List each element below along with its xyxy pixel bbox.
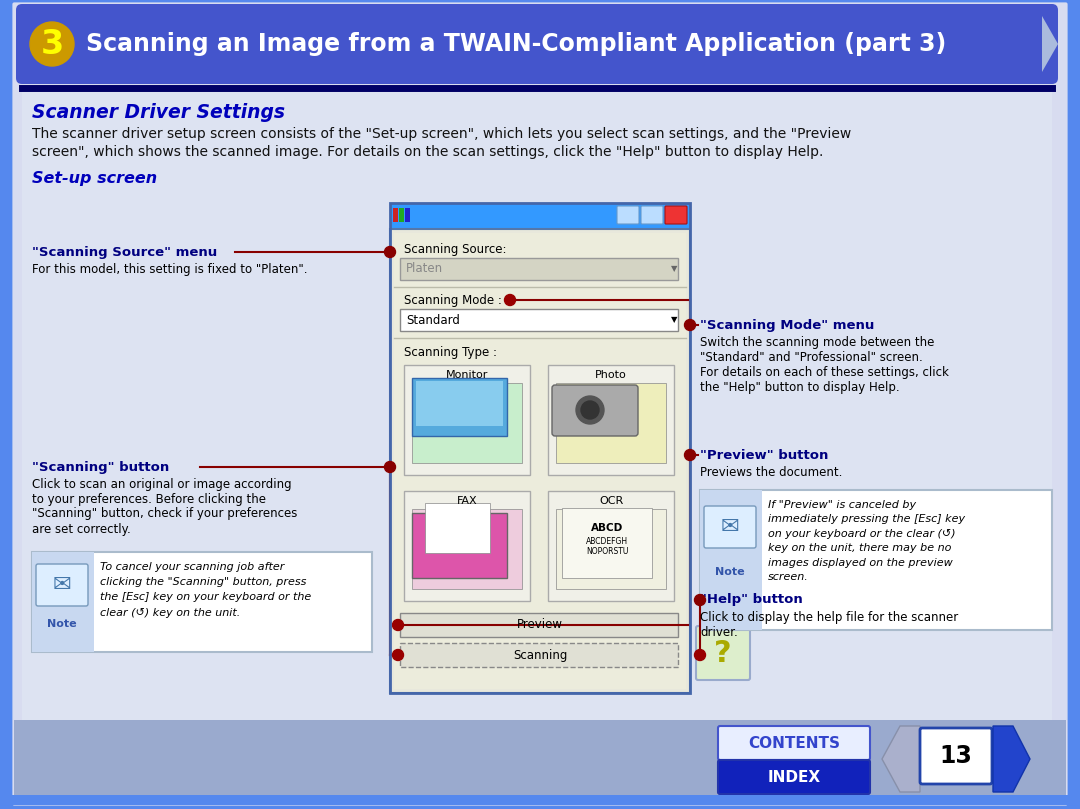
Circle shape <box>392 620 404 630</box>
Text: Note: Note <box>48 619 77 629</box>
Circle shape <box>384 461 395 472</box>
FancyBboxPatch shape <box>394 233 686 689</box>
Text: If "Preview" is canceled by
immediately pressing the [Esc] key
on your keyboard : If "Preview" is canceled by immediately … <box>768 500 966 582</box>
FancyBboxPatch shape <box>390 203 690 229</box>
Circle shape <box>694 595 705 605</box>
FancyBboxPatch shape <box>665 206 687 224</box>
Text: Note: Note <box>715 567 745 577</box>
Circle shape <box>384 247 395 257</box>
FancyBboxPatch shape <box>411 378 507 436</box>
FancyBboxPatch shape <box>548 491 674 601</box>
Text: ?: ? <box>714 638 732 667</box>
FancyBboxPatch shape <box>548 365 674 475</box>
Text: Previews the document.: Previews the document. <box>700 465 842 478</box>
Text: Scanning: Scanning <box>513 649 567 662</box>
Text: "Scanning" button: "Scanning" button <box>32 460 170 473</box>
Text: Set-up screen: Set-up screen <box>32 171 157 185</box>
Text: ✉: ✉ <box>720 517 740 537</box>
Circle shape <box>30 22 75 66</box>
Circle shape <box>392 650 404 660</box>
FancyBboxPatch shape <box>696 626 750 680</box>
FancyBboxPatch shape <box>617 206 639 224</box>
FancyBboxPatch shape <box>22 90 1052 720</box>
Text: screen", which shows the scanned image. For details on the scan settings, click : screen", which shows the scanned image. … <box>32 145 823 159</box>
FancyBboxPatch shape <box>411 513 507 578</box>
Circle shape <box>576 396 604 424</box>
Circle shape <box>581 401 599 419</box>
FancyBboxPatch shape <box>4 795 1076 805</box>
Text: Click to display the help file for the scanner: Click to display the help file for the s… <box>700 611 958 624</box>
Circle shape <box>685 450 696 460</box>
FancyBboxPatch shape <box>416 381 503 426</box>
Text: Monitor: Monitor <box>446 370 488 380</box>
FancyBboxPatch shape <box>32 552 372 652</box>
Text: For this model, this setting is fixed to "Platen".: For this model, this setting is fixed to… <box>32 262 308 276</box>
Text: "Help" button: "Help" button <box>700 594 802 607</box>
FancyBboxPatch shape <box>11 1 1069 807</box>
Text: driver.: driver. <box>700 625 738 638</box>
Text: ▼: ▼ <box>671 265 677 273</box>
Circle shape <box>504 294 515 306</box>
FancyBboxPatch shape <box>400 258 678 280</box>
Text: For details on each of these settings, click: For details on each of these settings, c… <box>700 366 949 379</box>
FancyBboxPatch shape <box>556 509 666 589</box>
FancyBboxPatch shape <box>718 726 870 760</box>
FancyBboxPatch shape <box>404 491 530 601</box>
Text: NOPORSTU: NOPORSTU <box>585 548 629 557</box>
FancyBboxPatch shape <box>404 365 530 475</box>
Text: Switch the scanning mode between the: Switch the scanning mode between the <box>700 336 934 349</box>
Text: to your preferences. Before clicking the: to your preferences. Before clicking the <box>32 493 266 506</box>
FancyBboxPatch shape <box>32 552 94 652</box>
FancyBboxPatch shape <box>405 208 410 222</box>
FancyBboxPatch shape <box>920 728 993 784</box>
Text: Scanning Source:: Scanning Source: <box>404 243 507 256</box>
FancyBboxPatch shape <box>704 506 756 548</box>
FancyBboxPatch shape <box>16 4 1058 84</box>
Text: Preview: Preview <box>517 619 563 632</box>
Text: Platen: Platen <box>406 262 443 276</box>
Text: the "Help" button to display Help.: the "Help" button to display Help. <box>700 380 900 393</box>
FancyBboxPatch shape <box>390 229 690 693</box>
FancyBboxPatch shape <box>700 490 762 630</box>
Text: CONTENTS: CONTENTS <box>748 735 840 751</box>
Text: "Scanning Source" menu: "Scanning Source" menu <box>32 245 217 259</box>
FancyBboxPatch shape <box>426 503 490 553</box>
Text: Photo: Photo <box>595 370 626 380</box>
Text: are set correctly.: are set correctly. <box>32 523 131 536</box>
Text: To cancel your scanning job after
clicking the "Scanning" button, press
the [Esc: To cancel your scanning job after clicki… <box>100 562 311 617</box>
Circle shape <box>685 320 696 331</box>
FancyBboxPatch shape <box>562 508 652 578</box>
Text: FAX: FAX <box>457 496 477 506</box>
Text: Scanning Type :: Scanning Type : <box>404 345 497 358</box>
Circle shape <box>694 650 705 660</box>
Text: OCR: OCR <box>599 496 623 506</box>
FancyBboxPatch shape <box>642 206 663 224</box>
Text: 3: 3 <box>40 28 64 61</box>
Text: Scanning an Image from a TWAIN-Compliant Application (part 3): Scanning an Image from a TWAIN-Compliant… <box>86 32 946 56</box>
Text: ABCD: ABCD <box>591 523 623 533</box>
Text: "Scanning" button, check if your preferences: "Scanning" button, check if your prefere… <box>32 507 297 520</box>
FancyBboxPatch shape <box>400 613 678 637</box>
Polygon shape <box>1042 16 1058 72</box>
Polygon shape <box>993 726 1030 792</box>
Text: Click to scan an original or image according: Click to scan an original or image accor… <box>32 477 292 490</box>
FancyBboxPatch shape <box>14 720 1066 798</box>
FancyBboxPatch shape <box>400 643 678 667</box>
FancyBboxPatch shape <box>718 760 870 794</box>
FancyBboxPatch shape <box>552 385 638 436</box>
Text: "Scanning Mode" menu: "Scanning Mode" menu <box>700 319 875 332</box>
Text: The scanner driver setup screen consists of the "Set-up screen", which lets you : The scanner driver setup screen consists… <box>32 127 851 141</box>
Text: 13: 13 <box>940 744 972 768</box>
FancyBboxPatch shape <box>393 208 399 222</box>
Text: ▼: ▼ <box>671 316 677 324</box>
Text: "Standard" and "Professional" screen.: "Standard" and "Professional" screen. <box>700 350 922 363</box>
Text: Standard: Standard <box>406 314 460 327</box>
Text: INDEX: INDEX <box>768 769 821 785</box>
Text: Scanning Mode :: Scanning Mode : <box>404 294 502 307</box>
FancyBboxPatch shape <box>36 564 87 606</box>
FancyBboxPatch shape <box>411 509 522 589</box>
Text: "Preview" button: "Preview" button <box>700 448 828 461</box>
Text: ✉: ✉ <box>53 575 71 595</box>
FancyBboxPatch shape <box>700 490 1052 630</box>
